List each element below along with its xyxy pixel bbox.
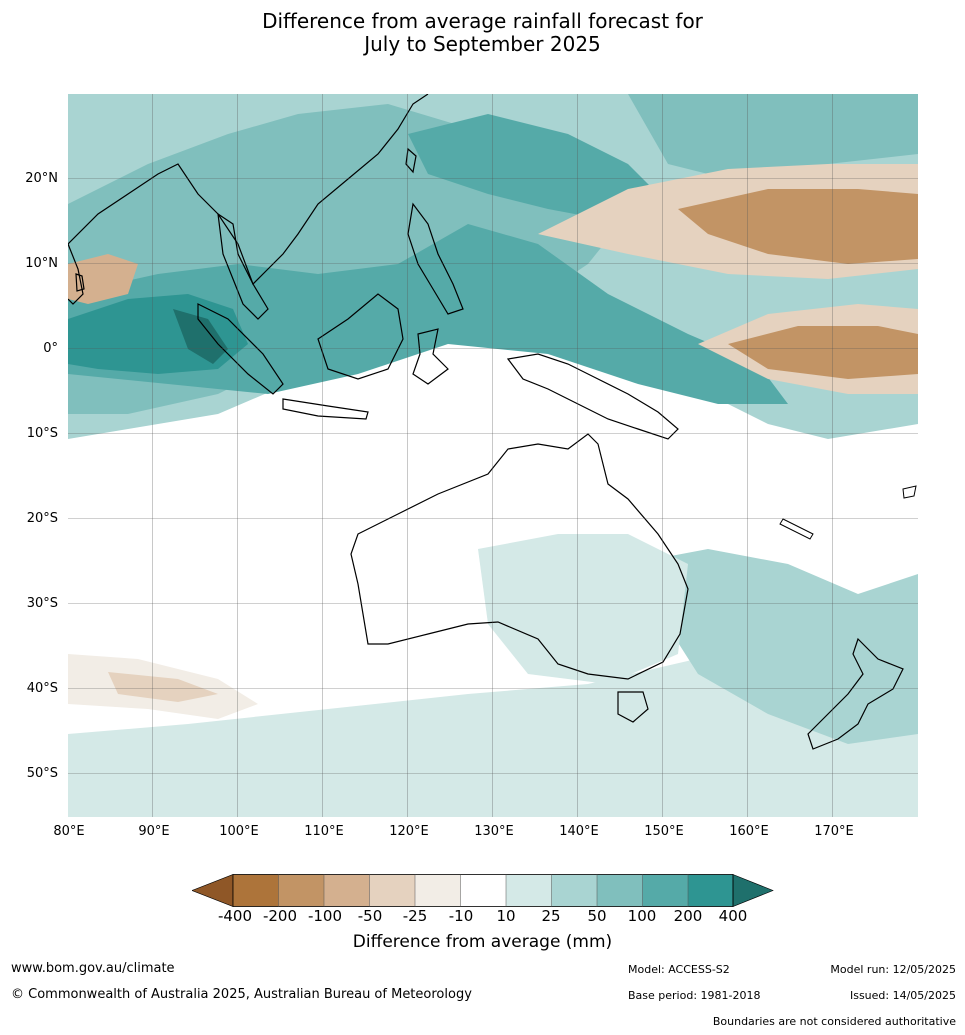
lat-label-20n: 20°N	[25, 171, 58, 186]
legend-tick: 50	[587, 907, 607, 925]
dry-region-pacific-north-core	[678, 189, 918, 264]
colorbar-swatch-4	[369, 874, 415, 907]
map-gridlines	[68, 94, 918, 817]
legend-tick: 25	[541, 907, 561, 925]
issued-date: Issued: 14/05/2025	[849, 989, 956, 1002]
lon-label-130e: 130°E	[474, 824, 514, 839]
new-caledonia-outline	[779, 518, 814, 540]
australia-outline	[350, 433, 689, 680]
lat-label-0: 0°	[43, 341, 58, 356]
dry-region-bay-of-bengal	[68, 254, 138, 304]
lon-label-140e: 140°E	[559, 824, 599, 839]
model-run-date: Model run: 12/05/2025	[830, 963, 956, 976]
sumatra-outline	[197, 303, 284, 395]
asia-mainland-outline	[68, 94, 429, 286]
lon-label-160e: 160°E	[729, 824, 769, 839]
colorbar-max-arrow	[732, 874, 774, 907]
new-zealand-outline	[807, 637, 904, 750]
wet-region-philippine-sea	[408, 114, 668, 224]
title-line-2: July to September 2025	[364, 32, 601, 56]
sulawesi-outline	[412, 328, 449, 385]
lon-label-90e: 90°E	[138, 824, 170, 839]
colorbar-swatch-10	[642, 874, 688, 907]
lat-label-40s: 40°S	[26, 681, 58, 696]
lon-label-110e: 110°E	[304, 824, 344, 839]
lat-label-30s: 30°S	[26, 596, 58, 611]
legend-tick: -200	[262, 907, 298, 925]
sri-lanka-outline	[75, 273, 85, 292]
colorbar-swatch-2	[278, 874, 324, 907]
colorbar-border	[232, 874, 734, 907]
lon-label-170e: 170°E	[814, 824, 854, 839]
title-line-1: Difference from average rainfall forecas…	[262, 9, 703, 33]
malay-peninsula-outline	[217, 212, 269, 320]
wet-region-northeast	[628, 94, 918, 184]
colorbar-swatch-7	[506, 874, 552, 907]
rainfall-map	[68, 94, 918, 817]
wet-region-east-australia	[478, 534, 688, 684]
legend-tick: -25	[402, 907, 428, 925]
legend-tick: -100	[307, 907, 343, 925]
base-period: Base period: 1981-2018	[628, 989, 761, 1002]
lon-label-80e: 80°E	[53, 824, 85, 839]
legend-tick: 200	[673, 907, 703, 925]
legend-tick: 10	[496, 907, 516, 925]
dry-region-southern-indian-core	[108, 672, 218, 702]
colorbar-dividers	[278, 874, 689, 907]
colorbar-swatch-3	[324, 874, 370, 907]
tasmania-outline	[617, 691, 649, 723]
colorbar-swatch-11	[688, 874, 733, 907]
lat-label-10s: 10°S	[26, 426, 58, 441]
new-guinea-outline	[506, 353, 679, 440]
website-link[interactable]: www.bom.gov.au/climate	[11, 961, 175, 976]
dry-region-pacific-equator-core	[728, 326, 918, 379]
india-outline	[68, 243, 84, 305]
colorbar-swatch-6	[460, 874, 506, 907]
legend-tick: 400	[718, 907, 748, 925]
colorbar-swatch-9	[597, 874, 643, 907]
philippines-outline	[407, 202, 464, 315]
fiji-outline	[902, 485, 917, 499]
colorbar-swatch-1	[233, 874, 279, 907]
legend-colorbar	[192, 874, 774, 907]
colorbar-swatch-8	[551, 874, 597, 907]
colorbar-swatch-5	[415, 874, 461, 907]
legend-tick: -400	[217, 907, 253, 925]
boundary-disclaimer: Boundaries are not considered authoritat…	[712, 1015, 956, 1028]
taiwan-outline	[405, 147, 417, 174]
lat-label-10n: 10°N	[25, 256, 58, 271]
colorbar-min-arrow	[192, 874, 234, 907]
lat-label-20s: 20°S	[26, 511, 58, 526]
legend-title: Difference from average (mm)	[352, 932, 613, 952]
legend-tick: -10	[448, 907, 474, 925]
wet-region-andaman-core	[173, 309, 228, 364]
wet-region-tasman	[628, 549, 918, 744]
lon-label-150e: 150°E	[644, 824, 684, 839]
java-outline	[282, 398, 369, 420]
legend-tick: 100	[627, 907, 657, 925]
copyright-text: © Commonwealth of Australia 2025, Austra…	[11, 987, 472, 1002]
map-canvas	[68, 94, 918, 817]
lon-label-120e: 120°E	[389, 824, 429, 839]
model-name: Model: ACCESS-S2	[628, 963, 730, 976]
lat-label-50s: 50°S	[26, 766, 58, 781]
lon-label-100e: 100°E	[219, 824, 259, 839]
borneo-outline	[317, 293, 404, 380]
legend-tick: -50	[357, 907, 383, 925]
map-title: Difference from average rainfall forecas…	[0, 10, 965, 56]
